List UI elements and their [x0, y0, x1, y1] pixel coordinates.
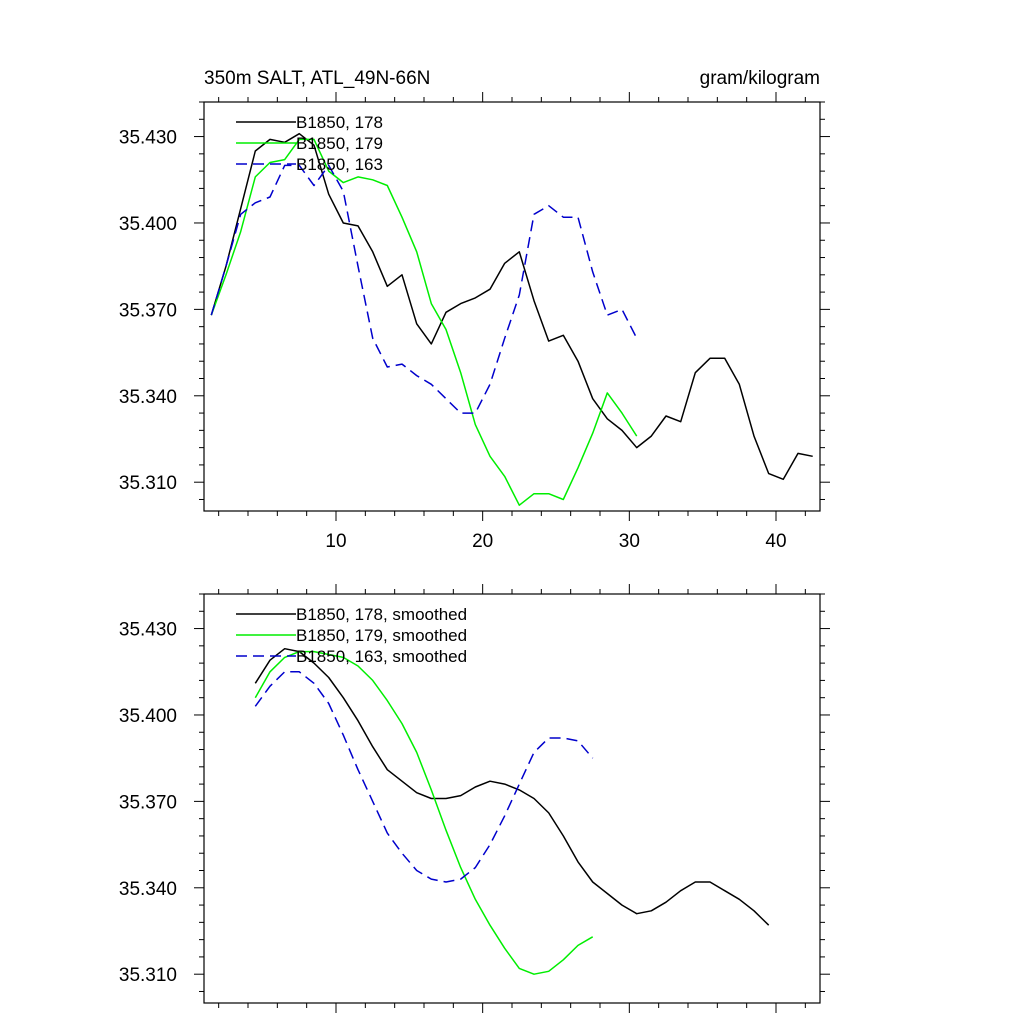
x-tick-label: 40 [765, 531, 786, 552]
y-tick-label: 35.310 [119, 473, 177, 494]
legend-label-3: B1850, 163, smoothed [296, 647, 467, 666]
legend-label-3: B1850, 163 [296, 155, 383, 174]
plot-title-left: 350m SALT, ATL_49N-66N [204, 68, 430, 89]
y-tick-label: 35.400 [119, 706, 177, 727]
series-line-1 [254, 647, 770, 926]
y-tick-label: 35.430 [119, 128, 177, 149]
y-tick-label: 35.340 [119, 387, 177, 408]
y-tick-label: 35.370 [119, 792, 177, 813]
y-tick-label: 35.370 [119, 300, 177, 321]
legend-label-1: B1850, 178 [296, 113, 383, 132]
y-tick-label: 35.340 [119, 879, 177, 900]
series-line-2 [210, 138, 638, 506]
legend-label-2: B1850, 179 [296, 134, 383, 153]
series-line-3 [254, 671, 594, 883]
series-line-2 [254, 650, 594, 975]
y-tick-label: 35.430 [119, 620, 177, 641]
series-line-3 [210, 164, 638, 414]
y-tick-label: 35.400 [119, 214, 177, 235]
chart-panel-top: 10 20 30 40 35.310 35.340 35.370 35.400 35.430 B1… [119, 92, 830, 552]
chart-panel-bottom: 35.310 35.340 35.370 35.400 35.430 B1850, 178… [119, 584, 830, 1013]
x-tick-label: 20 [472, 531, 493, 552]
plot-title-right: gram/kilogram [700, 68, 820, 89]
legend-label-2: B1850, 179, smoothed [296, 626, 467, 645]
legend-label-1: B1850, 178, smoothed [296, 605, 467, 624]
series-line-1 [210, 132, 813, 481]
y-tick-label: 35.310 [119, 965, 177, 986]
x-tick-label: 30 [619, 531, 640, 552]
x-tick-label: 10 [325, 531, 346, 552]
